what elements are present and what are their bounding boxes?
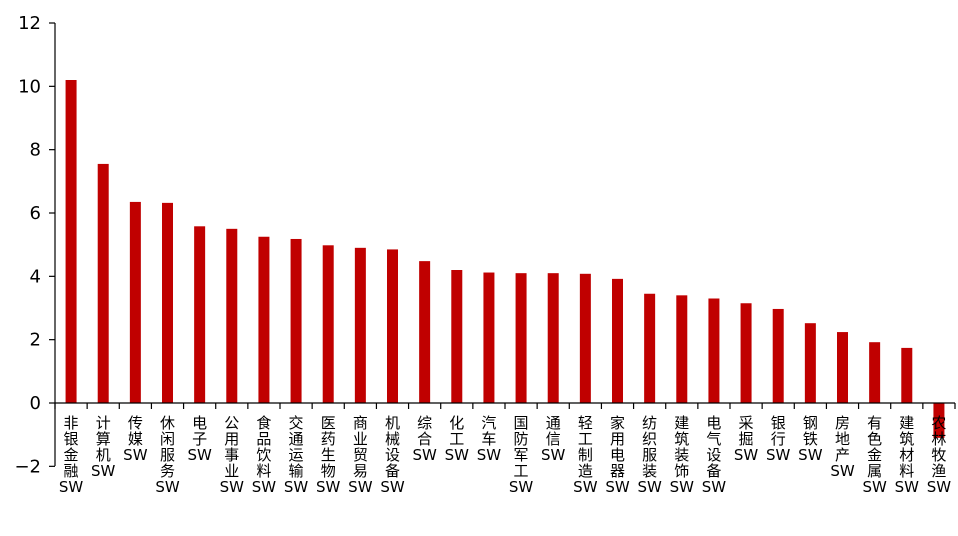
- bar: [451, 270, 463, 403]
- y-tick-label: 6: [30, 203, 41, 224]
- category-label: 钢铁 SW: [798, 414, 823, 464]
- category-label: 汽车 SW: [477, 414, 502, 464]
- category-label: 家用电器 SW: [605, 414, 630, 496]
- category-label: 银行 SW: [766, 414, 791, 464]
- category-label: 电子 SW: [187, 414, 212, 464]
- category-label: 化工 SW: [445, 414, 470, 464]
- category-label: 国防军工 SW: [509, 414, 534, 496]
- bar: [933, 403, 945, 438]
- bar: [772, 308, 784, 403]
- category-label: 通信 SW: [541, 414, 566, 464]
- y-tick-label: 10: [18, 76, 41, 97]
- bar: [483, 272, 495, 403]
- bar: [869, 342, 881, 403]
- bar: [258, 236, 270, 403]
- bar: [612, 278, 623, 403]
- category-label: 纺织服装 SW: [637, 414, 662, 496]
- y-tick-label: 2: [30, 330, 41, 351]
- bar: [901, 347, 913, 403]
- bars: [65, 80, 945, 438]
- bar: [740, 303, 752, 403]
- category-label: 建筑材料 SW: [895, 414, 920, 496]
- bar: [129, 201, 141, 403]
- category-label: 非银金融 SW: [59, 414, 84, 496]
- bar: [194, 226, 206, 403]
- x-axis: [54, 402, 956, 409]
- category-label: 农林牧渔 SW: [927, 414, 952, 496]
- category-label: 机械设备 SW: [380, 414, 405, 496]
- category-label: 计算机 SW: [91, 414, 116, 480]
- bar: [226, 228, 238, 403]
- y-tick-label: 12: [18, 13, 41, 34]
- bar: [547, 273, 559, 403]
- bar: [644, 293, 656, 403]
- bar: [354, 247, 366, 403]
- bar: [387, 249, 398, 403]
- category-label: 房地产 SW: [830, 414, 855, 480]
- bar: [97, 163, 109, 403]
- category-label: 医药生物 SW: [316, 414, 341, 496]
- category-label: 传媒 SW: [123, 414, 148, 464]
- y-tick-label: −2: [14, 456, 41, 477]
- category-label: 商业贸易 SW: [348, 414, 373, 496]
- y-axis: −2 0 2 4 6 8 10 12: [14, 13, 56, 477]
- category-label: 轻工制造 SW: [573, 414, 598, 496]
- category-label: 交通运输 SW: [284, 414, 309, 496]
- category-label: 电气设备 SW: [702, 414, 727, 496]
- bar: [676, 295, 688, 403]
- y-tick-label: 0: [30, 393, 41, 414]
- category-label: 采掘 SW: [734, 414, 759, 464]
- bar: [579, 273, 591, 403]
- bar: [162, 202, 173, 403]
- category-label: 建筑装饰 SW: [670, 414, 695, 496]
- category-label: 食品饮料 SW: [252, 414, 277, 496]
- bar: [419, 261, 431, 403]
- category-label: 有色金属 SW: [862, 414, 887, 496]
- bar: [322, 245, 334, 403]
- category-labels: 非银金融 SW 计算机 SW 传媒 SW 休闲服务 SW 电子 SW 公用事业 SW 食品饮料 SW 交通运…: [59, 414, 951, 496]
- y-tick-label: 4: [30, 266, 41, 287]
- y-tick-label: 8: [30, 140, 41, 161]
- bar: [65, 80, 77, 403]
- bar: [837, 332, 848, 403]
- category-label: 休闲服务 SW: [155, 414, 180, 496]
- category-label: 综合 SW: [412, 414, 437, 464]
- bar: [515, 273, 527, 403]
- category-label: 公用事业 SW: [220, 414, 245, 496]
- bar: [290, 238, 302, 403]
- bar: [708, 298, 720, 403]
- bar: [804, 323, 816, 403]
